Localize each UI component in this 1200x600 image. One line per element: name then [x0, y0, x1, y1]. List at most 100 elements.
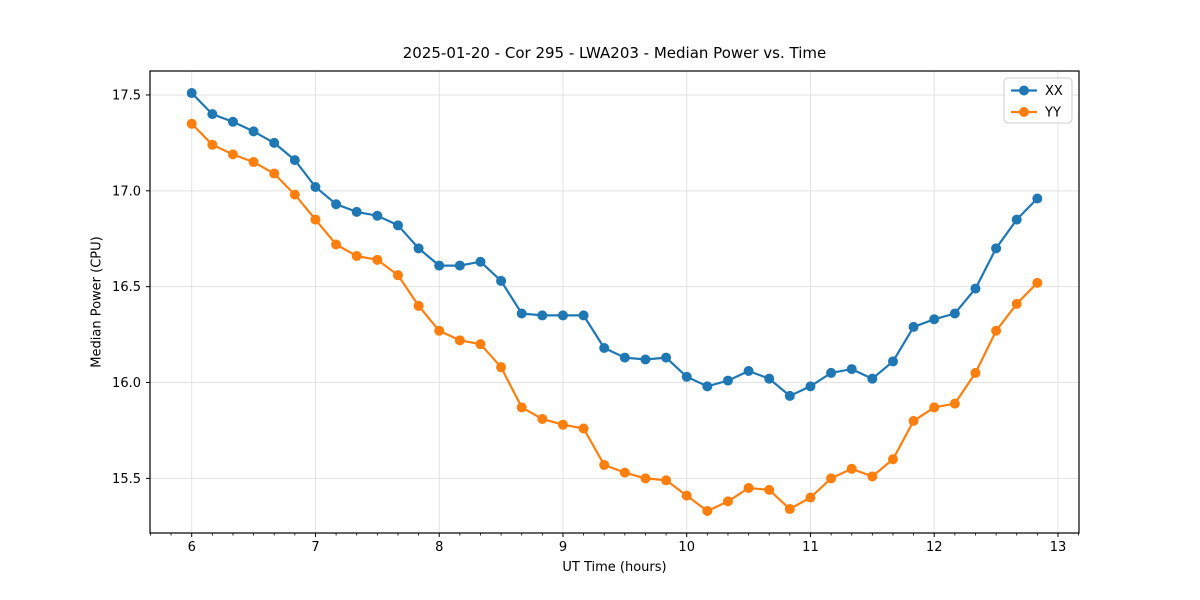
series-XX-marker [310, 181, 321, 192]
series-XX-marker [805, 381, 816, 392]
series-YY-marker [310, 214, 321, 225]
series-YY-marker [372, 254, 383, 265]
series-YY-marker [186, 118, 197, 129]
series-YY-marker [970, 367, 981, 378]
series-YY-marker [269, 168, 280, 179]
series-YY-marker [599, 459, 610, 470]
series-YY-marker [949, 398, 960, 409]
series-YY-marker [392, 270, 403, 281]
series-XX-marker [867, 373, 878, 384]
series-XX-marker [908, 321, 919, 332]
series-XX-marker [743, 366, 754, 377]
series-XX-marker [640, 354, 651, 365]
series-YY-marker [722, 496, 733, 507]
series-XX-marker [537, 310, 548, 321]
series-YY-marker [413, 300, 424, 311]
series-XX-marker [475, 256, 486, 267]
series-YY-marker [207, 139, 218, 150]
series-XX-marker [661, 352, 672, 363]
svg-text:11: 11 [802, 540, 819, 555]
legend-sample-marker [1019, 85, 1029, 96]
series-XX-marker [846, 364, 857, 375]
series-YY-marker [1032, 277, 1043, 288]
plot-border [149, 70, 1080, 534]
svg-text:16.0: 16.0 [112, 376, 141, 391]
series-XX-marker [970, 283, 981, 294]
svg-text:12: 12 [926, 540, 943, 555]
series-YY-marker [331, 239, 342, 250]
svg-text:16.5: 16.5 [112, 280, 141, 295]
chart-title: 2025-01-20 - Cor 295 - LWA203 - Median P… [402, 44, 827, 62]
series-XX-marker [351, 206, 362, 217]
svg-text:10: 10 [678, 540, 695, 555]
svg-text:15.5: 15.5 [112, 472, 141, 487]
series-XX-marker [702, 381, 713, 392]
series-XX-marker [496, 275, 507, 286]
series-YY-marker [351, 250, 362, 261]
series-XX [186, 88, 1043, 401]
series-YY-marker [764, 484, 775, 495]
series-YY-marker [619, 467, 630, 478]
series-YY-marker [248, 157, 259, 168]
series-XX-marker [1032, 193, 1043, 204]
series-XX-marker [392, 220, 403, 231]
series-YY-marker [826, 473, 837, 484]
series-XX-marker [434, 260, 445, 271]
svg-text:9: 9 [559, 540, 567, 555]
series-YY-marker [227, 149, 238, 160]
series-XX-marker [207, 109, 218, 120]
series-YY-marker [557, 419, 568, 430]
svg-text:8: 8 [435, 540, 443, 555]
series-XX-marker [331, 199, 342, 210]
svg-text:17.5: 17.5 [112, 88, 141, 103]
legend-label: XX [1045, 84, 1063, 99]
tick-labels: 6 7 8 9 10 11 12 13 15.5 16.0 16.5 17.0 17.5 [112, 88, 1066, 555]
series-XX-marker [1011, 214, 1022, 225]
series-XX-marker [722, 375, 733, 386]
series-XX-marker [887, 356, 898, 367]
series-XX-marker [289, 155, 300, 166]
series-XX-marker [929, 314, 940, 325]
legend: XX YY [1003, 77, 1073, 124]
series-YY-marker [475, 339, 486, 350]
series-XX-marker [227, 116, 238, 127]
series-XX-marker [454, 260, 465, 271]
series-YY-marker [991, 325, 1002, 336]
series-YY-marker [867, 471, 878, 482]
series-YY-marker [1011, 298, 1022, 309]
series-YY-marker [640, 473, 651, 484]
series-XX-marker [764, 373, 775, 384]
svg-text:6: 6 [188, 540, 196, 555]
svg-text:17.0: 17.0 [112, 184, 141, 199]
series-YY-marker [805, 492, 816, 503]
series-YY-marker [743, 482, 754, 493]
series-YY-marker [434, 325, 445, 336]
series-XX-marker [248, 126, 259, 137]
series-XX-marker [599, 343, 610, 354]
series-XX-marker [784, 390, 795, 401]
series-XX-marker [557, 310, 568, 321]
series-YY-marker [661, 475, 672, 486]
legend-sample-marker [1019, 107, 1029, 117]
series-XX-marker [186, 88, 197, 99]
series-XX-marker [578, 310, 589, 321]
series-YY-marker [929, 402, 940, 413]
series-XX-marker [269, 137, 280, 148]
series-YY-marker [846, 463, 857, 474]
series-XX-marker [991, 243, 1002, 254]
series-XX-marker [949, 308, 960, 319]
axis-ticks [146, 94, 1059, 537]
series-YY-marker [537, 413, 548, 424]
series-YY-marker [702, 505, 713, 516]
series-YY-marker [784, 504, 795, 515]
series-XX-marker [372, 210, 383, 221]
legend-label: YY [1044, 106, 1061, 121]
series-YY-marker [289, 189, 300, 200]
series-YY-marker [681, 490, 692, 501]
svg-text:7: 7 [311, 540, 319, 555]
series-YY [186, 118, 1043, 516]
series-YY-marker [516, 402, 527, 413]
series-XX-marker [516, 308, 527, 319]
series-XX-marker [619, 352, 630, 363]
